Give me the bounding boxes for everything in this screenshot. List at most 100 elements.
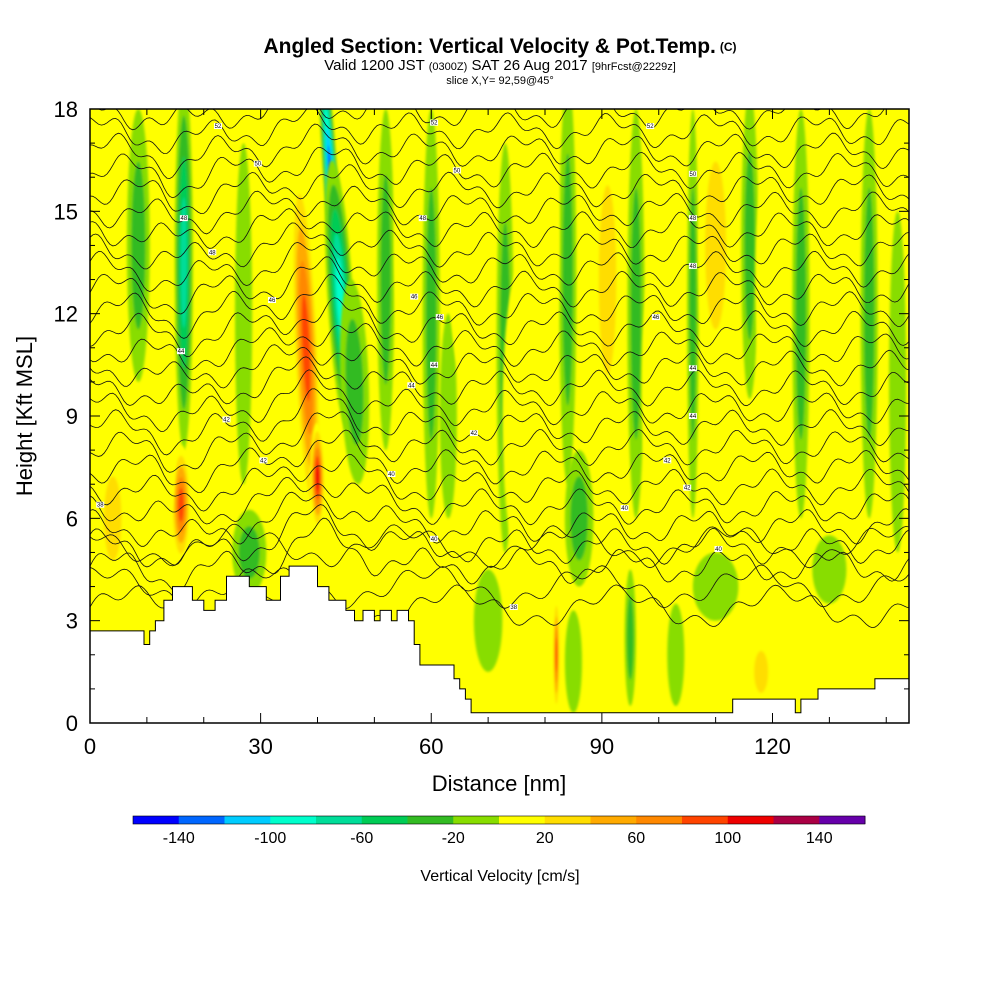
x-axis-title: Distance [nm] — [432, 771, 567, 796]
velocity-cell — [235, 143, 253, 485]
x-tick-label: 0 — [84, 734, 96, 759]
contour-label: 44 — [431, 363, 438, 369]
contour-label-box — [222, 416, 231, 423]
x-tick-label: 90 — [590, 734, 614, 759]
colorbar-swatch — [453, 816, 500, 824]
colorbar-swatch — [727, 816, 774, 824]
theta-contour — [90, 273, 909, 339]
theta-contour — [90, 256, 909, 315]
velocity-contour-band — [260, 245, 284, 519]
velocity-cell — [593, 126, 622, 434]
velocity-contour-band — [689, 187, 697, 440]
velocity-contour-band — [626, 595, 634, 680]
contour-label-box — [253, 160, 262, 167]
colorbar-tick-label: -140 — [163, 830, 195, 847]
contour-label-box — [430, 119, 439, 126]
velocity-contour-band — [180, 197, 188, 328]
velocity-cell — [439, 313, 457, 519]
velocity-contour-band — [889, 211, 907, 553]
colorbar-tick-label: 60 — [627, 830, 645, 847]
velocity-cell — [448, 109, 483, 382]
velocity-contour-band — [667, 603, 685, 706]
velocity-cell — [530, 109, 560, 382]
contour-label: 48 — [690, 264, 697, 270]
velocity-cell — [473, 569, 503, 672]
velocity-contour-band — [131, 161, 146, 330]
velocity-cell — [422, 109, 440, 519]
subtitle-valid: Valid 1200 JST — [324, 57, 425, 74]
contour-label-box — [509, 604, 518, 611]
contour-label-box — [387, 470, 396, 477]
contour-label: 42 — [260, 458, 267, 464]
contour-label: 48 — [419, 216, 426, 222]
velocity-cell — [552, 595, 560, 715]
contour-label-box — [410, 293, 419, 300]
contour-label-box — [177, 348, 185, 355]
theta-contour — [90, 411, 909, 473]
velocity-cell — [377, 109, 395, 451]
velocity-cell — [624, 569, 636, 706]
theta-contour — [90, 123, 909, 180]
colorbar-swatch — [682, 816, 729, 824]
velocity-contour-band — [562, 153, 573, 406]
colorbar-tick-label: -60 — [350, 830, 373, 847]
colorbar-swatch — [407, 816, 454, 824]
velocity-cell — [98, 450, 127, 587]
subtitle-utc: (0300Z) — [428, 61, 468, 73]
colorbar-label: Vertical Velocity [cm/s] — [420, 868, 579, 885]
velocity-contour-band — [178, 487, 184, 522]
velocity-cell — [126, 109, 150, 382]
velocity-contour-band — [555, 637, 558, 672]
contour-label-box — [646, 123, 655, 130]
velocity-contour-band — [795, 187, 807, 440]
velocity-cell — [171, 444, 191, 565]
velocity-cell — [698, 109, 733, 382]
chart-title-units: (C) — [719, 40, 737, 54]
velocity-cell — [627, 109, 645, 519]
contour-label: 52 — [215, 124, 222, 130]
contour-label: 42 — [684, 486, 691, 492]
velocity-cell — [755, 143, 790, 417]
theta-contour — [90, 344, 909, 389]
velocity-cell — [174, 109, 193, 451]
slice-info: slice X,Y= 92,59@45° — [446, 75, 554, 87]
theta-contour — [90, 504, 909, 568]
colorbar-frame — [132, 815, 866, 825]
velocity-contour-band — [598, 185, 617, 375]
contour-label-box — [179, 215, 188, 222]
velocity-cell — [749, 637, 773, 706]
contour-label-box — [651, 314, 660, 321]
velocity-contour-band — [426, 187, 437, 440]
contour-label: 44 — [408, 383, 415, 389]
contour-label-box — [418, 215, 427, 222]
y-axis-title: Height [Kft MSL] — [12, 336, 37, 496]
colorbar-swatch — [316, 816, 363, 824]
y-tick-label: 6 — [66, 506, 78, 531]
velocity-cell — [667, 603, 685, 706]
theta-contour — [90, 146, 909, 199]
contour-label-box — [469, 430, 478, 437]
colorbar-tick-label: 100 — [714, 830, 741, 847]
velocity-contour-band — [692, 552, 739, 621]
contour-label-box — [620, 505, 629, 512]
colorbar-swatch — [590, 816, 637, 824]
velocity-cell — [559, 109, 577, 485]
colorbar-tick-label: -20 — [442, 830, 465, 847]
velocity-contour-band — [380, 174, 391, 385]
colorbar-swatch — [499, 816, 546, 824]
contour-label: 40 — [388, 472, 395, 478]
theta-contour — [90, 241, 909, 292]
theta-contour — [90, 369, 909, 433]
velocity-contour-band — [235, 143, 253, 485]
contour-label: 42 — [471, 431, 478, 437]
contour-label-box — [688, 170, 697, 177]
contour-label-box — [688, 262, 697, 269]
theta-contour — [90, 164, 909, 215]
contour-label: 52 — [647, 124, 654, 130]
terrain — [90, 565, 909, 723]
contour-label-box — [259, 457, 268, 464]
contour-label: 46 — [411, 295, 418, 301]
contour-label: 42 — [664, 458, 671, 464]
colorbar-swatch — [270, 816, 317, 824]
